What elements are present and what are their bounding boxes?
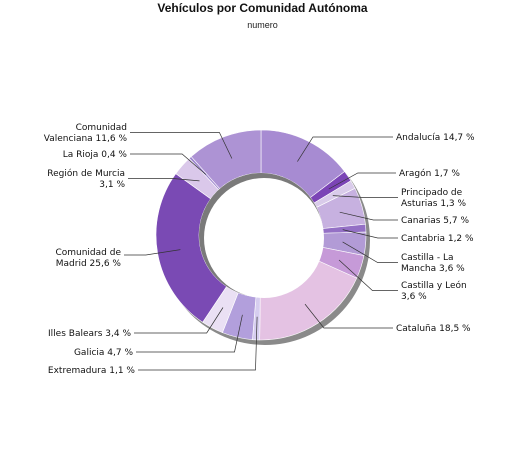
slice-label-principado-de-asturias: Principado de Asturias 1,3 % [401, 188, 467, 209]
leader-line-9 [138, 316, 258, 371]
leader-line-11 [134, 307, 224, 334]
slice-label-line: 3,1 % [99, 180, 125, 190]
slice-label-line: Región de Murcia [47, 168, 125, 179]
slice-label-aragon: Aragón 1,7 % [399, 168, 460, 179]
slice-label-line: Galicia 4,7 % [74, 348, 133, 358]
slice-label-cantabria: Cantabria 1,2 % [401, 234, 474, 244]
leader-line-4 [339, 211, 398, 221]
slice-label-castilla-y-leon: Castilla y León 3,6 % [401, 280, 467, 302]
leader-line-5 [342, 229, 398, 239]
leader-line-15 [130, 132, 233, 159]
slice-label-line: Cantabria 1,2 % [401, 234, 474, 244]
donut-hole [204, 178, 324, 298]
leader-line-1 [297, 136, 393, 162]
leader-line-10 [136, 314, 243, 353]
leader-line-7 [338, 259, 398, 291]
slice-label-line: Comunidad de [55, 248, 121, 258]
slice-label-canarias: Canarias 5,7 % [401, 216, 469, 226]
slice-label-line: Comunidad [76, 123, 127, 133]
slice-label-comunidad-de-madrid: Comunidad de Madrid 25,6 % [55, 248, 121, 269]
slice-label-line: Andalucía 14,7 % [396, 133, 475, 143]
leader-line-2 [328, 172, 396, 190]
slice-label-line: Principado de [401, 188, 463, 198]
leader-line-12 [124, 249, 181, 256]
slice-label-line: Castilla - La [401, 253, 454, 263]
slice-label-line: Madrid 25,6 % [56, 259, 122, 269]
slice-label-castilla-la-mancha: Castilla - La Mancha 3,6 % [401, 253, 465, 274]
slice-label-line: Mancha 3,6 % [401, 264, 465, 274]
slice-label-line: Castilla y León [401, 280, 467, 291]
slice-label-line: Asturias 1,3 % [401, 199, 467, 209]
slice-label-line: Valenciana 11,6 % [44, 134, 128, 144]
slice-label-cataluna: Cataluña 18,5 % [396, 324, 471, 334]
slice-label-line: Illes Balears 3,4 % [48, 329, 131, 339]
slice-label-illes-balears: Illes Balears 3,4 % [48, 329, 131, 339]
chart-subtitle: numero [247, 20, 278, 30]
slice-label-comunidad-valenciana: Comunidad Valenciana 11,6 % [44, 123, 128, 144]
leader-line-13 [128, 178, 200, 182]
chart-title: Vehículos por Comunidad Autónoma [157, 1, 368, 15]
slice-label-extremadura: Extremadura 1,1 % [48, 366, 136, 376]
slice-label-line: La Rioja 0,4 % [63, 150, 128, 160]
leader-line-3 [332, 195, 398, 198]
slice-label-line: Canarias 5,7 % [401, 216, 469, 226]
slice-label-galicia: Galicia 4,7 % [74, 348, 133, 358]
slice-label-region-de-murcia: Región de Murcia 3,1 % [47, 168, 125, 190]
slice-label-line: Cataluña 18,5 % [396, 324, 471, 334]
slice-label-andalucia: Andalucía 14,7 % [396, 133, 475, 143]
slice-label-line: Extremadura 1,1 % [48, 366, 136, 376]
leader-line-6 [342, 241, 398, 263]
leader-line-8 [304, 303, 393, 329]
slice-label-line: Aragón 1,7 % [399, 168, 460, 179]
leader-line-14 [130, 153, 207, 175]
slice-label-la-rioja: La Rioja 0,4 % [63, 150, 128, 160]
slice-label-line: 3,6 % [401, 292, 427, 302]
